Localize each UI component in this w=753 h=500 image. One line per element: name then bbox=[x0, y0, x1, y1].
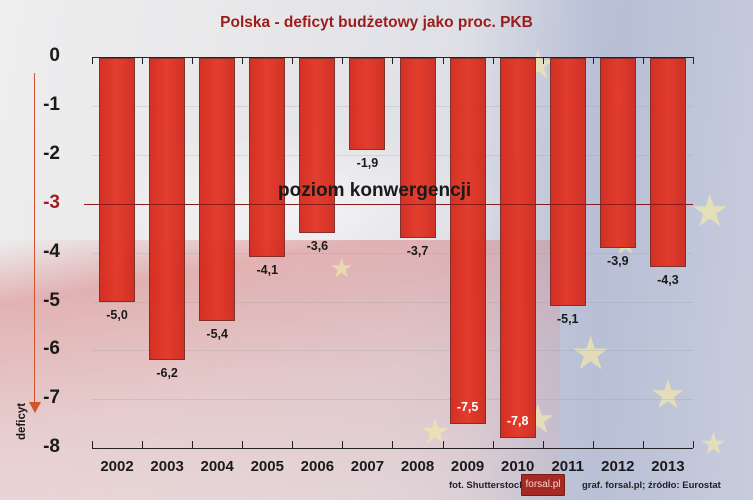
bar-2013[interactable] bbox=[649, 58, 686, 268]
axis-tick bbox=[692, 57, 694, 64]
bar-2010[interactable] bbox=[499, 58, 536, 439]
y-tick-label: -5 bbox=[43, 289, 60, 311]
deficit-arrow bbox=[34, 73, 35, 403]
value-label: -4,3 bbox=[657, 273, 679, 288]
forsal-logo[interactable]: forsal.pl bbox=[521, 474, 565, 496]
y-tick-label: -3 bbox=[43, 191, 60, 213]
bar-2006[interactable] bbox=[299, 58, 336, 234]
axis-tick bbox=[392, 441, 394, 448]
x-tick-label: 2009 bbox=[450, 458, 485, 475]
axis-tick bbox=[192, 57, 194, 64]
value-label: -5,4 bbox=[206, 327, 228, 342]
convergence-tick bbox=[84, 203, 92, 205]
y-tick-label: -6 bbox=[43, 338, 60, 360]
y-tick-label: -7 bbox=[43, 387, 60, 409]
axis-tick bbox=[542, 441, 544, 448]
star-icon: ★ bbox=[420, 413, 451, 451]
convergence-label: poziom konwergencji bbox=[278, 180, 472, 201]
value-label: -7,8 bbox=[506, 414, 529, 429]
value-label: -3,7 bbox=[406, 243, 429, 258]
source-credit: graf. forsal.pl; źródło: Eurostat bbox=[582, 480, 721, 491]
star-icon: ★ bbox=[650, 373, 686, 417]
plot-area: -5,0 -6,2 -5,4 -4,1 -3,6 -1,9 -3,7 -7,5 -7,8 -5,1… bbox=[92, 57, 694, 449]
axis-tick bbox=[592, 441, 594, 448]
photo-credit: fot. Shutterstock bbox=[449, 480, 525, 491]
bar-2005[interactable] bbox=[249, 58, 286, 258]
axis-tick bbox=[342, 441, 344, 448]
x-tick-label: 2007 bbox=[350, 458, 385, 475]
value-label: -5,1 bbox=[556, 312, 579, 327]
star-icon: ★ bbox=[570, 327, 612, 379]
value-label: -7,5 bbox=[456, 399, 479, 414]
gridline bbox=[92, 252, 693, 254]
bar-2011[interactable] bbox=[549, 58, 586, 307]
gridline bbox=[92, 350, 693, 352]
axis-tick bbox=[292, 57, 294, 64]
axis-tick bbox=[142, 57, 144, 64]
axis-tick bbox=[342, 57, 344, 64]
x-tick-label: 2011 bbox=[551, 458, 585, 475]
x-tick-label: 2013 bbox=[651, 458, 685, 475]
gridline bbox=[92, 399, 693, 401]
y-tick-label: -4 bbox=[43, 240, 60, 262]
gridline bbox=[92, 154, 693, 156]
axis-tick bbox=[442, 57, 444, 64]
axis-tick bbox=[542, 57, 544, 64]
y-tick-label: -1 bbox=[43, 93, 60, 115]
gridline bbox=[92, 301, 693, 303]
axis-tick bbox=[192, 441, 194, 448]
star-icon: ★ bbox=[690, 187, 730, 236]
x-tick-label: 2008 bbox=[400, 458, 435, 475]
y-tick-label: -8 bbox=[43, 436, 60, 458]
axis-tick bbox=[442, 441, 444, 448]
axis-tick bbox=[492, 441, 494, 448]
x-tick-label: 2006 bbox=[300, 458, 335, 475]
axis-tick bbox=[92, 441, 93, 448]
value-label: -5,0 bbox=[106, 307, 128, 322]
gridline bbox=[92, 105, 693, 107]
bar-2003[interactable] bbox=[149, 58, 186, 361]
axis-tick bbox=[692, 441, 694, 448]
axis-tick bbox=[92, 57, 93, 64]
arrow-down-icon bbox=[29, 402, 41, 413]
axis-tick bbox=[492, 57, 494, 64]
x-tick-label: 2010 bbox=[500, 458, 535, 475]
x-tick-label: 2003 bbox=[150, 458, 184, 475]
x-axis bbox=[92, 448, 693, 449]
convergence-line bbox=[92, 203, 693, 205]
bar-2007[interactable] bbox=[349, 58, 386, 150]
bar-2009[interactable] bbox=[449, 58, 486, 424]
star-icon: ★ bbox=[330, 253, 354, 283]
x-tick-label: 2012 bbox=[601, 458, 635, 475]
value-label: -3,6 bbox=[306, 239, 329, 254]
bar-2008[interactable] bbox=[399, 58, 436, 238]
value-label: -6,2 bbox=[156, 366, 178, 381]
bar-2002[interactable] bbox=[99, 58, 136, 302]
value-label: -4,1 bbox=[256, 263, 279, 278]
y-axis-label: deficyt bbox=[16, 402, 28, 440]
bar-2004[interactable] bbox=[199, 58, 236, 322]
y-tick-label: 0 bbox=[49, 45, 60, 66]
y-tick-label: -2 bbox=[43, 142, 60, 164]
axis-tick bbox=[292, 441, 294, 448]
axis-tick bbox=[242, 441, 244, 448]
axis-tick bbox=[592, 57, 594, 64]
x-tick-label: 2005 bbox=[250, 458, 284, 475]
star-icon: ★ bbox=[700, 428, 727, 461]
bar-2012[interactable] bbox=[599, 58, 636, 248]
axis-tick bbox=[642, 57, 644, 64]
axis-tick bbox=[242, 57, 244, 64]
axis-tick bbox=[642, 441, 644, 448]
axis-tick bbox=[392, 57, 394, 64]
value-label: -3,9 bbox=[607, 253, 629, 268]
x-tick-label: 2004 bbox=[200, 458, 234, 475]
value-label: -1,9 bbox=[356, 155, 379, 170]
axis-tick bbox=[142, 441, 144, 448]
x-tick-label: 2002 bbox=[100, 458, 134, 475]
chart-title: Polska - deficyt budżetowy jako proc. PK… bbox=[220, 14, 533, 31]
